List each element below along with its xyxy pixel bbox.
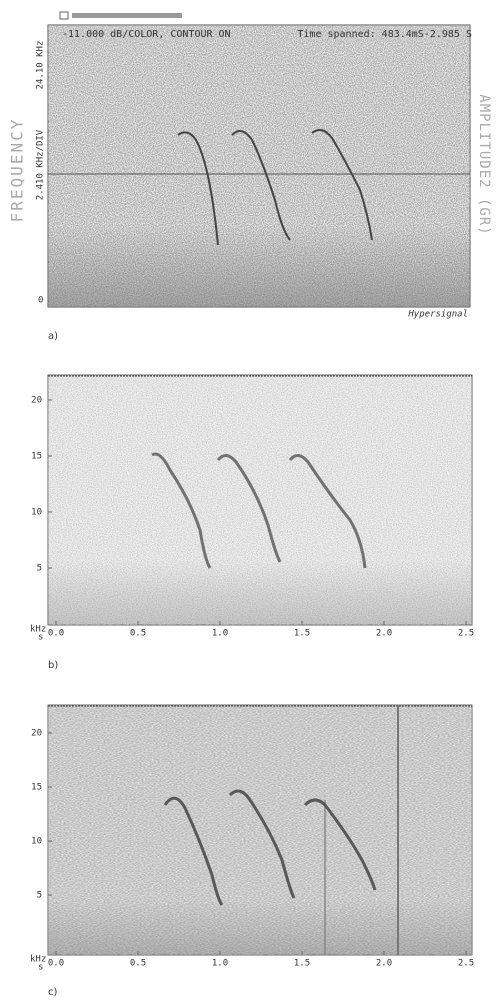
- header-mode: -11.000 dB/COLOR, CONTOUR ON: [62, 29, 231, 40]
- call-contour: [151, 452, 367, 569]
- y-axis-title: FREQUENCY: [8, 118, 27, 223]
- panel-label: b): [48, 660, 58, 671]
- panel-label: c): [48, 987, 57, 998]
- x-tick-label: 0.5: [130, 629, 146, 639]
- call-contour: [177, 128, 373, 246]
- low-noise-band: [48, 225, 470, 307]
- x-tick-label: 2.0: [376, 629, 392, 639]
- y-unit: kHz: [30, 625, 46, 635]
- x-tick-label: 0.0: [48, 629, 64, 639]
- y-tick-label: 5: [37, 891, 42, 901]
- y-unit: kHz: [30, 955, 46, 965]
- x-tick-label: 1.0: [212, 629, 228, 639]
- credit: Hypersignal: [407, 310, 468, 320]
- call-contour: [163, 789, 377, 906]
- x-tick-label: 1.0: [212, 959, 228, 969]
- panel-b: b): [47, 374, 473, 671]
- x-unit: s: [38, 633, 43, 643]
- x-unit: s: [38, 963, 43, 973]
- y-tick-label: 10: [31, 837, 42, 847]
- x-tick-label: 0.0: [48, 959, 64, 969]
- panel-a: -11.000 dB/COLOR, CONTOUR ON Time spanne…: [8, 11, 492, 342]
- header-menu: [72, 13, 182, 18]
- x-tick-label: 1.5: [294, 959, 310, 969]
- y-tick-label: 20: [31, 729, 42, 739]
- low-noise-band: [48, 560, 472, 625]
- y-top: 24.10 KHz: [36, 41, 46, 90]
- x-tick-label: 0.5: [130, 959, 146, 969]
- y-bottom: 0: [38, 296, 43, 306]
- time-spanned: Time spanned: 483.4mS-2.985 S: [297, 29, 472, 40]
- x-tick-label: 2.5: [458, 959, 474, 969]
- y-tick-label: 10: [31, 508, 42, 518]
- panel-c: c): [47, 704, 473, 998]
- x-tick-label: 2.0: [376, 959, 392, 969]
- x-tick-label: 2.5: [458, 629, 474, 639]
- panel-label: a): [48, 331, 58, 342]
- header-icon: [59, 11, 69, 20]
- y-tick-label: 15: [31, 783, 42, 793]
- y-scale: 2.410 KHz/DIV: [36, 129, 46, 200]
- y-tick-label: 15: [31, 452, 42, 462]
- low-noise-band: [48, 900, 472, 955]
- y-tick-label: 20: [31, 396, 42, 406]
- right-title: AMPLITUDE2 (GR): [476, 94, 492, 235]
- y-tick-label: 5: [37, 564, 42, 574]
- x-tick-label: 1.5: [294, 629, 310, 639]
